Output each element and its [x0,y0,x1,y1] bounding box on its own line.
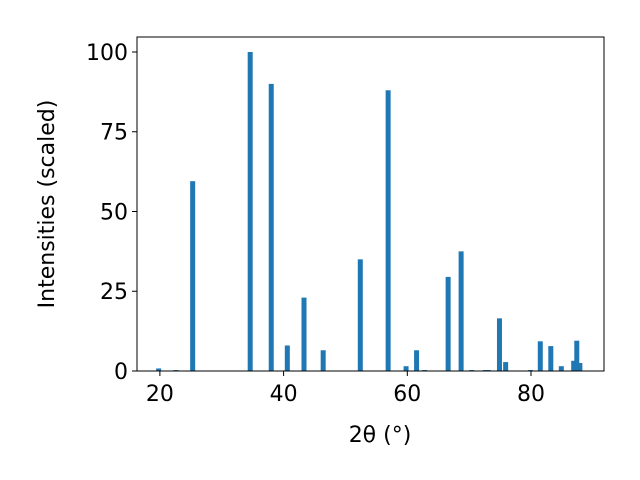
x-tick-label: 80 [517,382,545,407]
bar [357,259,363,371]
plot-frame [136,36,605,372]
x-axis-label: 2θ (°) [349,423,412,448]
bar [156,368,162,371]
x-tick-label: 60 [393,382,421,407]
bar [574,340,580,371]
bar [503,362,509,371]
y-tick-label: 100 [86,41,128,66]
y-tick-label: 25 [100,280,128,305]
bar [458,251,464,371]
bar [445,276,451,371]
bar [496,318,502,371]
bar [403,366,409,371]
bar [537,341,543,371]
y-tick-label: 0 [114,360,128,385]
bar [301,297,307,371]
x-tick-label: 40 [270,382,298,407]
bar [284,345,290,371]
bar [190,181,196,371]
y-axis-label: Intensities (scaled) [35,100,60,309]
bar [548,346,554,371]
bar [571,360,577,371]
bar [268,83,274,371]
x-tick-label: 20 [146,382,174,407]
bar [414,350,420,371]
y-tick-label: 75 [100,121,128,146]
bar [320,350,326,371]
y-tick-label: 50 [100,200,128,225]
bar [247,51,253,371]
bar [577,363,583,371]
bar [558,366,564,371]
bar [385,90,391,372]
